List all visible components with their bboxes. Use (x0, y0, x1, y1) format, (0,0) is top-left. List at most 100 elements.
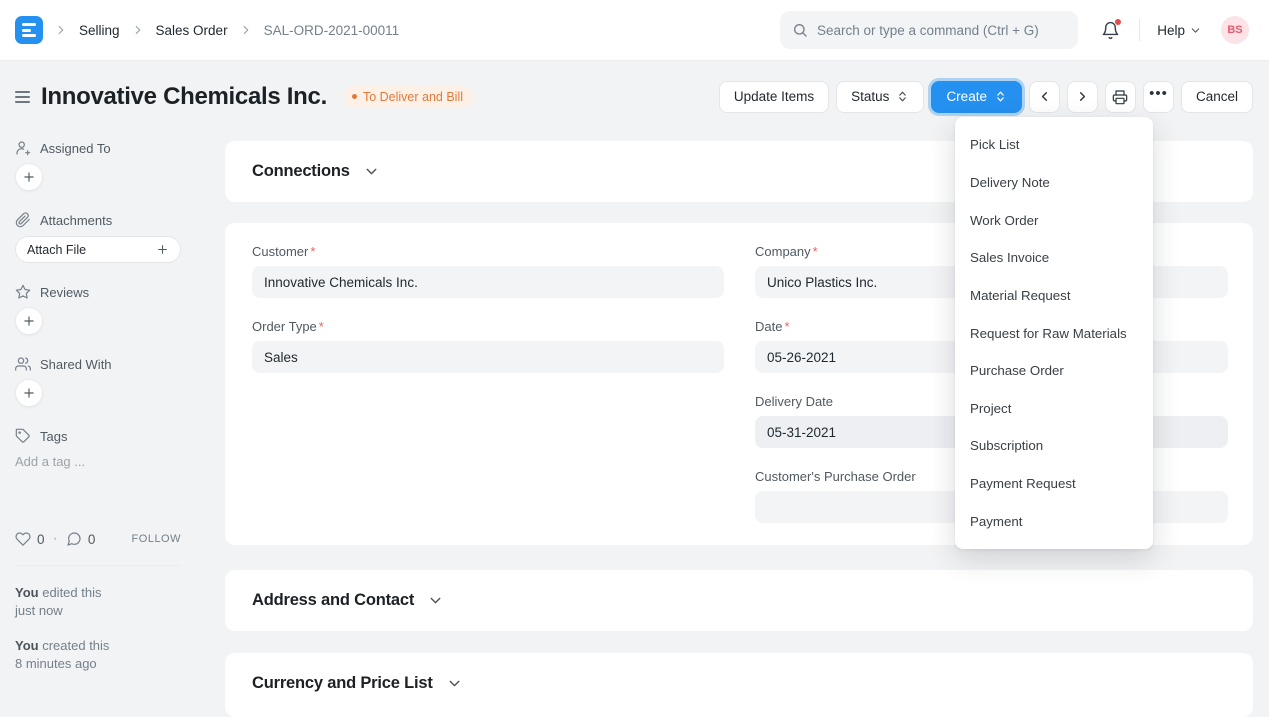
plus-icon (24, 388, 34, 398)
field-label: Company * (755, 244, 818, 259)
update-items-button[interactable]: Update Items (718, 80, 830, 113)
create-menu-item-material-request[interactable]: Material Request (970, 287, 1071, 303)
create-menu-item-subscription[interactable]: Subscription (970, 438, 1044, 454)
plus-icon (24, 316, 34, 326)
global-search[interactable] (780, 11, 1078, 49)
section-title: Address and Contact (252, 591, 415, 609)
breadcrumb-document-id[interactable]: SAL-ORD-2021-00011 (263, 22, 400, 38)
chevron-right-icon (1079, 92, 1086, 101)
sidebar-toggle-icon[interactable] (15, 87, 30, 107)
comments-count: 0 (87, 531, 96, 547)
section-title: Currency and Price List (252, 674, 433, 692)
chevron-right-icon (239, 23, 253, 37)
field-label: Customer's Purchase Order (755, 469, 916, 484)
notification-dot (1115, 18, 1122, 25)
field-label: Customer * (252, 244, 316, 259)
create-menu-item-payment-request[interactable]: Payment Request (970, 476, 1076, 492)
required-asterisk: * (318, 319, 324, 334)
next-document-button[interactable] (1066, 80, 1098, 113)
breadcrumb-selling[interactable]: Selling (79, 22, 120, 38)
activity-time: just now (15, 603, 63, 618)
ellipsis-icon: ••• (1149, 85, 1168, 102)
attach-file-label: Attach File (27, 242, 87, 257)
currency-price-list-card: Currency and Price List (225, 653, 1253, 717)
star-icon (15, 284, 31, 299)
page-title: Innovative Chemicals Inc. (41, 82, 327, 110)
address-contact-card: Address and Contact (225, 570, 1253, 631)
attach-file-button[interactable]: Attach File (15, 236, 181, 263)
field-label: Delivery Date (755, 394, 834, 409)
create-menu-item-request-for-raw-materials[interactable]: Request for Raw Materials (970, 325, 1127, 341)
field-label: Order Type * (252, 319, 324, 334)
add-tag-input[interactable]: Add a tag ... (15, 454, 86, 469)
previous-document-button[interactable] (1028, 80, 1060, 113)
breadcrumb: Selling Sales Order SAL-ORD-2021-00011 (15, 0, 399, 60)
top-navbar: Selling Sales Order SAL-ORD-2021-00011 H… (0, 0, 1269, 61)
paperclip-icon (15, 212, 30, 228)
breadcrumb-sales-order[interactable]: Sales Order (155, 22, 228, 38)
section-title: Connections (252, 162, 350, 180)
required-asterisk: * (310, 244, 316, 259)
chevron-right-icon (131, 23, 145, 37)
navbar-divider (1139, 19, 1141, 41)
customer-field: Customer * Innovative Chemicals Inc. (252, 244, 724, 298)
assigned-to-section: Assigned To (15, 140, 181, 156)
currency-price-list-section-toggle[interactable]: Currency and Price List (225, 653, 1253, 714)
tags-label: Tags (40, 428, 68, 444)
notifications-bell-icon[interactable] (1101, 18, 1122, 40)
create-button[interactable]: Create (931, 80, 1022, 113)
user-plus-icon (16, 141, 31, 156)
order-type-input[interactable]: Sales (252, 341, 724, 373)
status-button[interactable]: Status (836, 80, 925, 113)
shared-with-label: Shared With (40, 356, 112, 372)
tags-section: Tags (15, 428, 181, 444)
create-menu-item-delivery-note[interactable]: Delivery Note (970, 174, 1050, 190)
sidebar-divider (15, 565, 181, 566)
activity-time: 8 minutes ago (15, 656, 97, 671)
status-badge-label: To Deliver and Bill (362, 89, 463, 104)
add-share-button[interactable] (15, 379, 43, 407)
users-icon (15, 357, 31, 371)
select-chevrons-icon (997, 91, 1004, 102)
required-asterisk: * (812, 244, 818, 259)
status-dot-icon (351, 94, 357, 99)
heart-icon[interactable] (15, 531, 31, 547)
add-assignment-button[interactable] (15, 163, 43, 191)
navbar-right: Help BS (1101, 0, 1249, 60)
search-icon (792, 22, 808, 38)
search-input[interactable] (817, 22, 1066, 38)
customer-input[interactable]: Innovative Chemicals Inc. (252, 266, 724, 298)
address-contact-section-toggle[interactable]: Address and Contact (225, 570, 1253, 631)
create-menu-item-purchase-order[interactable]: Purchase Order (970, 363, 1064, 379)
status-label: Status (851, 89, 890, 104)
form-column-left: Customer * Innovative Chemicals Inc. Orde… (252, 244, 724, 544)
app-logo-icon[interactable] (15, 16, 43, 44)
follow-button[interactable]: FOLLOW (131, 533, 181, 545)
print-button[interactable] (1104, 80, 1136, 113)
help-menu[interactable]: Help (1157, 23, 1202, 38)
field-label: Date * (755, 319, 790, 334)
comment-icon[interactable] (66, 531, 82, 547)
user-avatar[interactable]: BS (1221, 16, 1249, 44)
add-review-button[interactable] (15, 307, 43, 335)
create-menu-item-pick-list[interactable]: Pick List (970, 137, 1020, 153)
create-menu-item-sales-invoice[interactable]: Sales Invoice (970, 250, 1050, 266)
create-dropdown-menu: Pick List Delivery Note Work Order Sales… (955, 117, 1153, 549)
cancel-button[interactable]: Cancel (1180, 80, 1253, 113)
help-label: Help (1157, 22, 1185, 38)
chevron-down-icon (1191, 27, 1200, 33)
tag-icon (15, 428, 30, 443)
dot-separator: · (52, 530, 58, 547)
activity-actor: You (15, 638, 39, 653)
document-sidebar: Assigned To Attachments Attach File Revi… (15, 140, 181, 690)
create-menu-item-work-order[interactable]: Work Order (970, 212, 1039, 228)
social-row: 0 · 0 FOLLOW (15, 530, 181, 548)
create-label: Create (946, 89, 987, 104)
reviews-section: Reviews (15, 284, 181, 300)
create-menu-item-payment[interactable]: Payment (970, 513, 1023, 529)
connections-section-toggle[interactable]: Connections (225, 141, 1253, 202)
more-options-button[interactable]: ••• (1142, 80, 1174, 113)
cancel-label: Cancel (1195, 89, 1238, 104)
create-menu-item-project[interactable]: Project (970, 400, 1012, 416)
chevron-down-icon (449, 680, 460, 687)
